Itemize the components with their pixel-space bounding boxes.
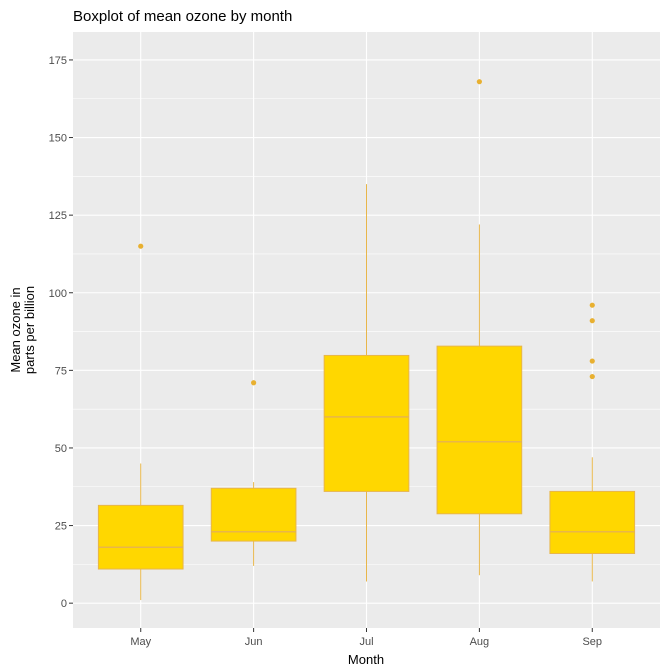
y-tick-label: 50: [55, 443, 67, 455]
box-layer: [97, 79, 636, 601]
chart-title: Boxplot of mean ozone by month: [73, 8, 292, 25]
box-iqr: [549, 490, 636, 554]
box-iqr: [436, 345, 523, 515]
box-sep: [549, 302, 636, 582]
box-jul: [323, 184, 410, 582]
x-tick-label: May: [130, 636, 151, 648]
box-jun: [210, 380, 297, 566]
y-tick-label: 100: [49, 288, 67, 300]
outlier-point: [589, 318, 595, 324]
outlier-point: [589, 373, 595, 380]
x-axis: May Jun Jul Aug Sep: [130, 628, 602, 648]
y-axis-title-line-1: Mean ozone in: [8, 287, 23, 372]
box-may: [97, 243, 184, 601]
y-axis: 0 25 50 75 100 125 150 175: [49, 55, 73, 610]
y-axis-title-line-2: parts per billion: [22, 286, 37, 374]
box-aug: [436, 79, 523, 576]
y-tick-label: 150: [49, 133, 67, 145]
y-tick-label: 175: [49, 55, 67, 67]
x-tick-label: Jul: [359, 636, 373, 648]
x-tick-label: Aug: [470, 636, 490, 648]
y-axis-title: Mean ozone in parts per billion: [8, 286, 37, 374]
x-tick-label: Jun: [245, 636, 263, 648]
box-iqr: [210, 487, 297, 542]
x-tick-label: Sep: [582, 636, 602, 648]
box-iqr: [97, 504, 184, 570]
outlier-point: [138, 243, 144, 249]
outlier-point: [589, 358, 595, 364]
outlier-point: [589, 302, 595, 308]
y-tick-label: 75: [55, 365, 67, 377]
x-axis-title: Month: [348, 652, 384, 667]
y-tick-label: 125: [49, 210, 67, 222]
y-tick-label: 25: [55, 521, 67, 533]
y-tick-label: 0: [61, 598, 67, 610]
outlier-point: [476, 79, 482, 85]
outlier-point: [251, 380, 257, 386]
box-iqr: [323, 354, 410, 492]
